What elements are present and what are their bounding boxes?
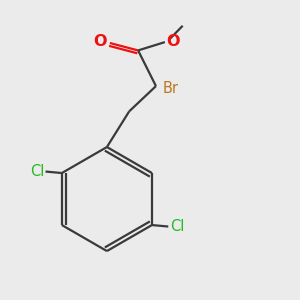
Text: O: O [166,34,180,49]
Text: O: O [93,34,106,49]
Text: Cl: Cl [170,219,184,234]
Text: Br: Br [163,81,178,96]
Text: Cl: Cl [30,164,44,179]
